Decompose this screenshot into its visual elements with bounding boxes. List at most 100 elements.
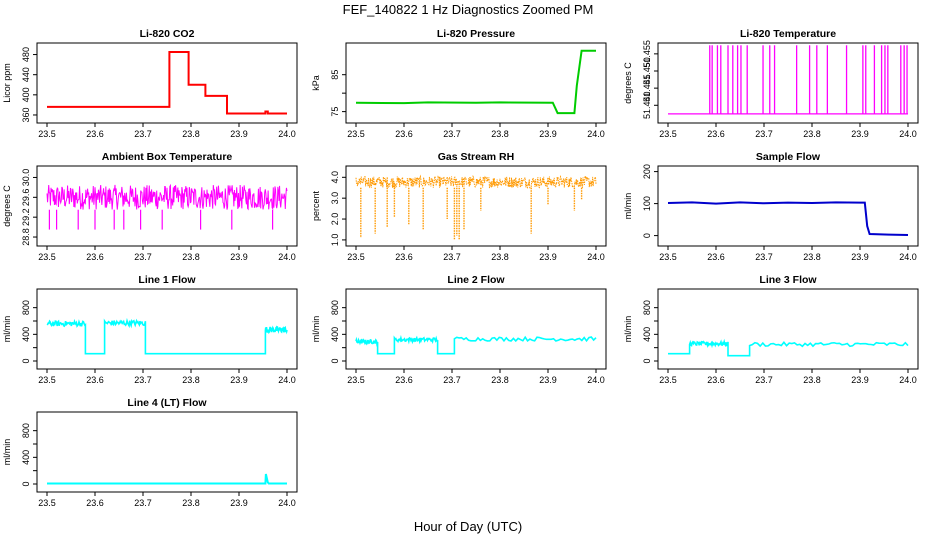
y-tick-label: 2.0 [330,213,340,226]
x-tick-label: 23.6 [86,129,104,139]
y-tick-label: 400 [21,450,31,465]
x-tick-label: 23.7 [443,129,461,139]
y-tick-label: 0 [21,358,31,363]
plot-frame [657,165,919,247]
panel-title: Sample Flow [756,151,821,163]
y-tick-label: 51.450 [642,57,652,85]
series-points [355,174,597,190]
y-tick-label: 0 [642,358,652,363]
x-tick-label: 23.6 [395,129,413,139]
y-tick-label: 0 [642,233,652,238]
panel-title: Li-820 Temperature [740,28,836,40]
x-tick-label: 23.5 [347,252,365,262]
x-tick-label: 23.8 [491,252,509,262]
y-axis-label: kPa [311,75,321,91]
x-tick-label: 23.9 [230,252,248,262]
x-tick-label: 23.8 [182,129,200,139]
x-tick-label: 23.9 [230,129,248,139]
panel-title: Ambient Box Temperature [102,151,233,163]
x-tick-label: 24.0 [587,252,605,262]
x-tick-label: 23.9 [230,498,248,508]
x-tick-label: 23.7 [134,252,152,262]
x-tick-label: 23.8 [491,129,509,139]
y-tick-label: 800 [21,423,31,438]
x-tick-label: 24.0 [899,252,917,262]
panel-8: Line 2 Flow ml/min 23.5 23.6 23.7 23.8 23.9 24.… [311,274,607,385]
x-tick-label: 23.7 [755,375,773,385]
panel-6: Sample Flow ml/min 23.5 23.6 23.7 23.8 23.9 24.… [623,151,919,262]
series-line [668,338,909,357]
panels: Li-820 CO2 Licor ppm 23.5 23.6 23.7 23.8 23.9 2… [2,28,919,508]
x-tick-label: 23.7 [755,129,773,139]
panel-title: Line 1 Flow [138,274,196,286]
x-tick-label: 23.6 [707,252,725,262]
panel-title: Line 2 Flow [447,274,505,286]
x-tick-label: 23.7 [443,375,461,385]
x-tick-label: 23.9 [851,375,869,385]
y-tick-label: 400 [642,327,652,342]
x-tick-label: 23.5 [38,375,56,385]
x-tick-label: 23.6 [707,129,725,139]
y-tick-label: 400 [330,327,340,342]
x-tick-label: 23.5 [38,252,56,262]
x-tick-label: 23.6 [395,375,413,385]
x-tick-label: 23.9 [851,252,869,262]
panel-1: Li-820 CO2 Licor ppm 23.5 23.6 23.7 23.8 23.9 2… [2,28,298,139]
x-tick-label: 23.6 [395,252,413,262]
x-tick-label: 23.8 [803,252,821,262]
panel-title: Li-820 Pressure [437,28,515,40]
y-tick-label: 440 [21,67,31,82]
y-tick-label: 800 [330,300,340,315]
figure-title: FEF_140822 1 Hz Diagnostics Zoomed PM [343,2,594,17]
panel-title: Line 4 (LT) Flow [127,397,207,409]
series-line [355,334,597,355]
y-axis-label: Licor ppm [2,63,12,103]
panel-title: Line 3 Flow [759,274,817,286]
plot-frame [657,42,919,124]
series-line [46,317,288,355]
x-tick-label: 24.0 [899,129,917,139]
y-tick-label: 800 [642,300,652,315]
x-tick-label: 23.6 [86,252,104,262]
y-tick-label: 400 [21,87,31,102]
series-line [355,49,596,115]
x-tick-label: 23.9 [539,252,557,262]
x-tick-label: 23.5 [659,252,677,262]
x-tick-label: 24.0 [899,375,917,385]
y-tick-label: 51.455 [642,40,652,68]
x-tick-label: 23.5 [659,129,677,139]
y-axis-label: ml/min [623,193,633,220]
y-tick-label: 51.440 [642,92,652,120]
y-tick-label: 800 [21,300,31,315]
panel-3: Li-820 Temperature degrees C 23.5 23.6 23.7 2… [623,28,919,139]
x-tick-label: 24.0 [587,129,605,139]
y-tick-label: 51.445 [642,74,652,102]
panel-4: Ambient Box Temperature degrees C 23.5 23.6… [2,151,298,262]
x-tick-label: 24.0 [587,375,605,385]
y-tick-label: 1.0 [330,234,340,247]
x-tick-label: 23.8 [491,375,509,385]
y-axis-label: ml/min [2,316,12,343]
x-tick-label: 23.7 [134,129,152,139]
x-tick-label: 24.0 [278,375,296,385]
x-tick-label: 23.8 [803,129,821,139]
plot-frame [345,288,607,370]
x-tick-label: 23.8 [182,498,200,508]
x-tick-label: 23.9 [851,129,869,139]
x-tick-label: 23.5 [347,375,365,385]
y-tick-label: 0 [330,358,340,363]
y-axis-label: ml/min [2,439,12,466]
plot-frame [36,165,298,247]
x-tick-label: 23.7 [443,252,461,262]
y-tick-label: 400 [21,327,31,342]
plot-frame [36,411,298,493]
plot-frame [657,288,919,370]
y-tick-label: 360 [21,107,31,122]
series-line [667,201,909,236]
plot-frame [36,288,298,370]
y-axis-label: ml/min [311,316,321,343]
x-tick-label: 23.5 [38,129,56,139]
x-tick-label: 23.8 [182,375,200,385]
y-tick-label: 200 [642,164,652,179]
